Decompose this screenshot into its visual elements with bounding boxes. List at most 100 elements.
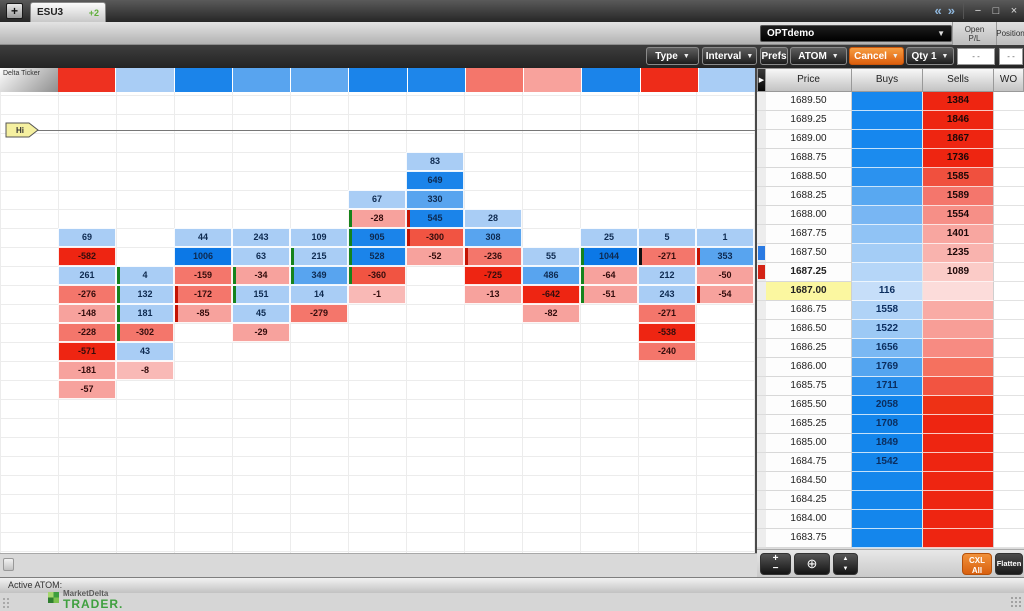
buys-cell[interactable]: 1542 xyxy=(852,453,923,472)
buys-cell[interactable] xyxy=(852,168,923,187)
working-orders-cell[interactable] xyxy=(994,320,1024,339)
ladder-expand-icon[interactable]: ▶ xyxy=(757,68,766,92)
arrow-up-icon[interactable]: ▲ xyxy=(842,556,849,562)
panel-divider[interactable] xyxy=(755,68,757,553)
working-orders-cell[interactable] xyxy=(994,396,1024,415)
price-cell[interactable]: 1689.50 xyxy=(766,92,852,111)
qty-dropdown[interactable]: Qty 1 ▼ xyxy=(906,47,954,65)
nav-right-icon[interactable]: » xyxy=(947,3,955,18)
working-orders-cell[interactable] xyxy=(994,187,1024,206)
buys-cell[interactable] xyxy=(852,111,923,130)
scrollbar-thumb[interactable] xyxy=(3,558,14,571)
price-cell[interactable]: 1684.25 xyxy=(766,491,852,510)
price-cell[interactable]: 1688.25 xyxy=(766,187,852,206)
zoom-in-icon[interactable]: + xyxy=(772,553,779,564)
sells-cell[interactable] xyxy=(923,529,994,548)
buys-cell[interactable] xyxy=(852,491,923,510)
working-orders-cell[interactable] xyxy=(994,168,1024,187)
price-column-header[interactable]: Price xyxy=(766,68,852,92)
buys-cell[interactable]: 1522 xyxy=(852,320,923,339)
sells-cell[interactable]: 1554 xyxy=(923,206,994,225)
buys-cell[interactable]: 2058 xyxy=(852,396,923,415)
working-orders-cell[interactable] xyxy=(994,491,1024,510)
working-orders-cell[interactable] xyxy=(994,453,1024,472)
sells-cell[interactable]: 1384 xyxy=(923,92,994,111)
sells-cell[interactable]: 1736 xyxy=(923,149,994,168)
sells-cell[interactable] xyxy=(923,510,994,529)
zoom-button[interactable]: + − xyxy=(760,553,791,575)
prefs-button[interactable]: Prefs xyxy=(760,47,788,65)
sells-cell[interactable]: 1235 xyxy=(923,244,994,263)
resize-grip-icon[interactable] xyxy=(1010,596,1021,607)
cancel-dropdown[interactable]: Cancel ▼ xyxy=(849,47,904,65)
sells-cell[interactable] xyxy=(923,472,994,491)
tab-esu3[interactable]: ESU3 +2 xyxy=(30,2,106,22)
nav-left-icon[interactable]: « xyxy=(934,3,942,18)
buys-cell[interactable] xyxy=(852,510,923,529)
buys-cell[interactable] xyxy=(852,225,923,244)
price-cell[interactable]: 1688.75 xyxy=(766,149,852,168)
sells-cell[interactable] xyxy=(923,491,994,510)
sells-cell[interactable] xyxy=(923,434,994,453)
working-orders-cell[interactable] xyxy=(994,434,1024,453)
working-orders-cell[interactable] xyxy=(994,282,1024,301)
price-cell[interactable]: 1684.00 xyxy=(766,510,852,529)
sells-cell[interactable]: 1589 xyxy=(923,187,994,206)
buys-cell[interactable] xyxy=(852,130,923,149)
working-orders-cell[interactable] xyxy=(994,472,1024,491)
new-tab-button[interactable]: + xyxy=(6,3,23,19)
sells-cell[interactable] xyxy=(923,282,994,301)
chart-scrollbar[interactable] xyxy=(0,553,757,577)
interval-dropdown[interactable]: Interval ▼ xyxy=(702,47,757,65)
sells-cell[interactable] xyxy=(923,453,994,472)
sells-cell[interactable]: 1867 xyxy=(923,130,994,149)
sells-cell[interactable] xyxy=(923,396,994,415)
buys-cell[interactable] xyxy=(852,187,923,206)
price-cell[interactable]: 1687.25 xyxy=(766,263,852,282)
working-orders-cell[interactable] xyxy=(994,529,1024,548)
minimize-button[interactable]: − xyxy=(974,5,982,17)
working-orders-cell[interactable] xyxy=(994,339,1024,358)
price-cell[interactable]: 1685.50 xyxy=(766,396,852,415)
wo-column-header[interactable]: WO xyxy=(994,68,1024,92)
working-orders-cell[interactable] xyxy=(994,358,1024,377)
close-button[interactable]: × xyxy=(1010,5,1018,17)
buys-cell[interactable] xyxy=(852,263,923,282)
arrow-down-icon[interactable]: ▼ xyxy=(842,566,849,572)
price-cell[interactable]: 1688.50 xyxy=(766,168,852,187)
working-orders-cell[interactable] xyxy=(994,301,1024,320)
buys-column-header[interactable]: Buys xyxy=(852,68,923,92)
buys-cell[interactable]: 1849 xyxy=(852,434,923,453)
price-cell[interactable]: 1684.50 xyxy=(766,472,852,491)
working-orders-cell[interactable] xyxy=(994,111,1024,130)
buys-cell[interactable] xyxy=(852,472,923,491)
sells-cell[interactable] xyxy=(923,339,994,358)
price-cell[interactable]: 1685.75 xyxy=(766,377,852,396)
sells-cell[interactable]: 1401 xyxy=(923,225,994,244)
working-orders-cell[interactable] xyxy=(994,206,1024,225)
price-cell[interactable]: 1687.00 xyxy=(766,282,852,301)
price-cell[interactable]: 1686.25 xyxy=(766,339,852,358)
working-orders-cell[interactable] xyxy=(994,510,1024,529)
buys-cell[interactable]: 1769 xyxy=(852,358,923,377)
price-cell[interactable]: 1685.25 xyxy=(766,415,852,434)
working-orders-cell[interactable] xyxy=(994,92,1024,111)
buys-cell[interactable]: 1711 xyxy=(852,377,923,396)
sells-cell[interactable]: 1089 xyxy=(923,263,994,282)
flatten-button[interactable]: Flatten xyxy=(995,553,1023,575)
buys-cell[interactable] xyxy=(852,92,923,111)
working-orders-cell[interactable] xyxy=(994,244,1024,263)
buys-cell[interactable] xyxy=(852,149,923,168)
sells-cell[interactable] xyxy=(923,415,994,434)
buys-cell[interactable] xyxy=(852,529,923,548)
footprint-chart[interactable]: Hi 69 -582 261 -276 -148 -228 -571 -181 -57 4 132 1… xyxy=(0,92,757,553)
sells-cell[interactable] xyxy=(923,320,994,339)
price-cell[interactable]: 1686.75 xyxy=(766,301,852,320)
working-orders-cell[interactable] xyxy=(994,149,1024,168)
price-cell[interactable]: 1684.75 xyxy=(766,453,852,472)
maximize-button[interactable]: □ xyxy=(992,5,1000,17)
working-orders-cell[interactable] xyxy=(994,263,1024,282)
type-dropdown[interactable]: Type ▼ xyxy=(646,47,699,65)
account-dropdown[interactable]: OPTdemo ▼ xyxy=(760,25,952,42)
price-cell[interactable]: 1685.00 xyxy=(766,434,852,453)
